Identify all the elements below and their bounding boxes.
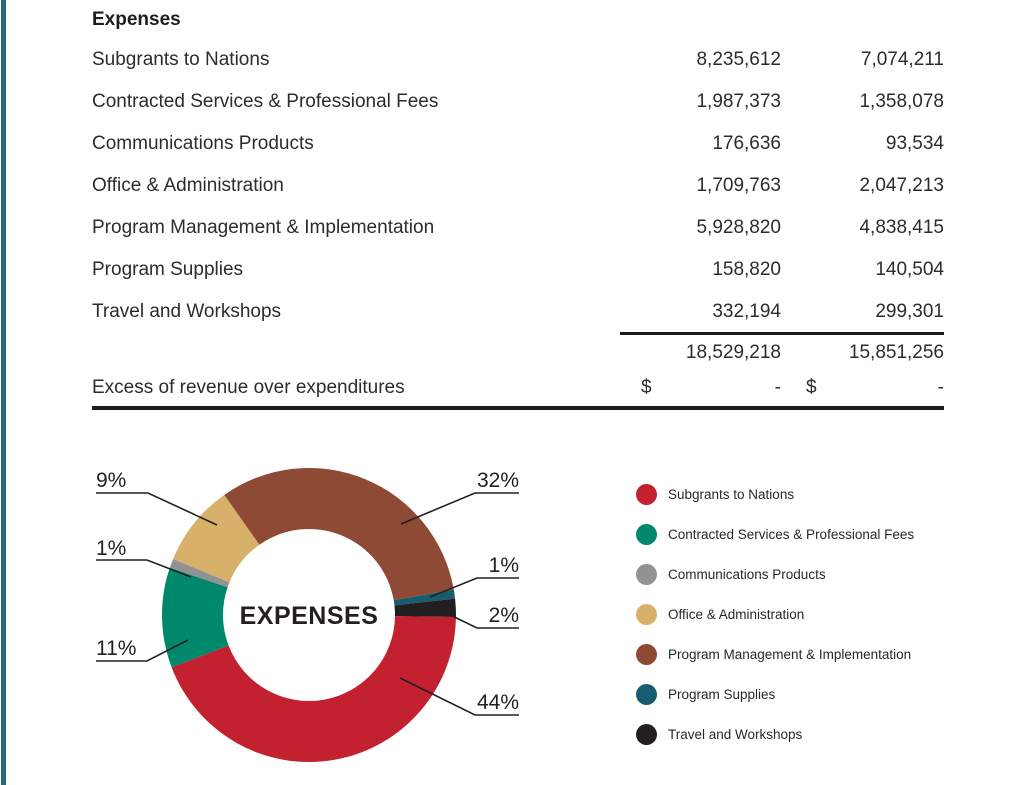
legend-label: Communications Products <box>668 566 826 582</box>
legend-label: Contracted Services & Professional Fees <box>668 526 915 542</box>
table-row: Subgrants to Nations 8,235,612 7,074,211 <box>92 39 944 81</box>
donut-center-label: EXPENSES <box>239 602 379 630</box>
row-current-value: 158,820 <box>712 259 781 280</box>
row-current-value: 1,987,373 <box>696 91 781 112</box>
donut-slices <box>161 467 457 763</box>
legend-swatch-circle-icon <box>636 643 657 665</box>
row-label: Program Management & Implementation <box>92 217 435 238</box>
excess-prior-cell: $ - <box>781 370 944 406</box>
row-prior-value: 93,534 <box>885 133 944 154</box>
total-prior-value: 15,851,256 <box>781 331 944 372</box>
leader-line-program-supplies <box>429 577 519 598</box>
legend-swatch-circle-icon <box>636 483 657 505</box>
leader-line-communications-products <box>96 559 192 578</box>
legend-item: Program Management & Implementation <box>636 634 914 674</box>
pct-label-program-supplies: 1% <box>488 554 519 577</box>
row-label: Program Supplies <box>92 259 244 280</box>
left-accent-bar <box>1 0 6 785</box>
table-row: Communications Products 176,636 93,534 <box>92 123 944 165</box>
row-prior-value: 1,358,078 <box>859 91 944 112</box>
excess-prior-value: - <box>937 377 944 398</box>
chart-legend: Subgrants to Nations Contracted Services… <box>636 474 914 754</box>
legend-swatch-circle-icon <box>636 723 657 745</box>
legend-item: Office & Administration <box>636 594 914 634</box>
row-label: Contracted Services & Professional Fees <box>92 91 439 112</box>
row-current-value: 8,235,612 <box>696 49 781 70</box>
row-current-value: 332,194 <box>712 301 781 322</box>
donut-slice-communications-products <box>169 558 230 588</box>
leader-line-travel-and-workshops <box>443 611 519 629</box>
excess-label: Excess of revenue over expenditures <box>92 377 405 398</box>
donut-slice-office-administration <box>173 494 260 583</box>
expenses-chart-section: 9% 1% 11% 32% 1% 2% 44% EXPENSES Subgran… <box>0 440 1024 785</box>
legend-item: Program Supplies <box>636 674 914 714</box>
row-prior-value: 7,074,211 <box>860 49 944 70</box>
excess-current-cell: $ - <box>620 370 781 406</box>
leader-line-office-administration <box>96 492 218 526</box>
leader-line-subgrants-to-nations <box>399 677 519 716</box>
totals-row: 18,529,218 15,851,256 <box>92 331 944 372</box>
legend-label: Program Supplies <box>668 686 776 702</box>
row-current-value: 1,709,763 <box>696 175 781 196</box>
excess-current-value: - <box>774 377 781 398</box>
legend-label: Subgrants to Nations <box>668 486 795 502</box>
legend-item: Travel and Workshops <box>636 714 914 754</box>
legend-item: Subgrants to Nations <box>636 474 914 514</box>
row-label: Office & Administration <box>92 175 284 196</box>
leader-lines <box>96 492 519 716</box>
table-row: Office & Administration 1,709,763 2,047,… <box>92 165 944 207</box>
legend-label: Office & Administration <box>668 606 805 622</box>
legend-label: Program Management & Implementation <box>668 646 912 662</box>
table-row: Program Management & Implementation 5,92… <box>92 207 944 249</box>
table-row: Travel and Workshops 332,194 299,301 <box>92 291 944 333</box>
leader-line-contracted-services <box>96 639 189 662</box>
donut-slice-contracted-services <box>161 567 229 668</box>
donut-chart <box>96 467 519 763</box>
currency-symbol: $ <box>806 377 817 398</box>
row-label: Communications Products <box>92 133 314 154</box>
excess-row: Excess of revenue over expenditures $ - … <box>92 370 944 410</box>
row-label: Travel and Workshops <box>92 301 282 322</box>
row-prior-value: 140,504 <box>875 259 944 280</box>
legend-label: Travel and Workshops <box>668 726 803 742</box>
table-row: Contracted Services & Professional Fees … <box>92 81 944 123</box>
pct-label-contracted-services: 11% <box>96 637 137 660</box>
expenses-table: Expenses Subgrants to Nations 8,235,612 … <box>92 0 944 410</box>
pct-label-travel-and-workshops: 2% <box>488 604 519 627</box>
row-label: Subgrants to Nations <box>92 49 270 70</box>
legend-item: Contracted Services & Professional Fees <box>636 514 914 554</box>
legend-swatch-circle-icon <box>636 523 657 545</box>
legend-swatch-circle-icon <box>636 683 657 705</box>
row-prior-value: 2,047,213 <box>859 175 944 196</box>
currency-symbol: $ <box>641 377 652 398</box>
pct-label-office-administration: 9% <box>96 469 127 492</box>
legend-item: Communications Products <box>636 554 914 594</box>
legend-swatch-circle-icon <box>636 563 657 585</box>
leader-line-program-management <box>400 492 519 525</box>
expense-rows: Subgrants to Nations 8,235,612 7,074,211… <box>92 39 944 410</box>
row-current-value: 5,928,820 <box>696 217 781 238</box>
row-current-value: 176,636 <box>712 133 781 154</box>
table-row: Program Supplies 158,820 140,504 <box>92 249 944 291</box>
pct-label-program-management: 32% <box>476 469 519 492</box>
donut-slice-travel-and-workshops <box>394 598 457 618</box>
donut-slice-subgrants-to-nations <box>171 616 456 763</box>
legend-swatch-circle-icon <box>636 603 657 625</box>
total-current-value: 18,529,218 <box>620 331 781 372</box>
row-prior-value: 4,838,415 <box>859 217 944 238</box>
donut-slice-program-management <box>224 467 454 601</box>
pct-label-subgrants-to-nations: 44% <box>476 691 519 714</box>
row-prior-value: 299,301 <box>875 301 944 322</box>
table-section-title: Expenses <box>92 9 181 30</box>
pct-label-communications-products: 1% <box>96 537 127 560</box>
